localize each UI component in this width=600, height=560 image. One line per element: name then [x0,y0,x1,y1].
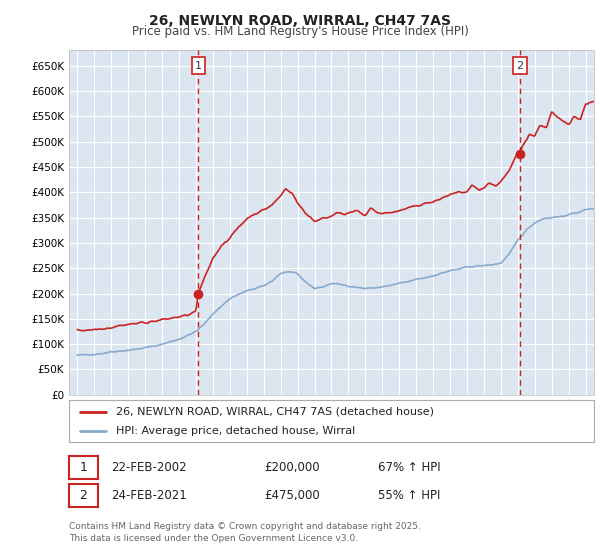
Text: 1: 1 [195,60,202,71]
Text: Price paid vs. HM Land Registry's House Price Index (HPI): Price paid vs. HM Land Registry's House … [131,25,469,38]
Text: 22-FEB-2002: 22-FEB-2002 [111,461,187,474]
Text: HPI: Average price, detached house, Wirral: HPI: Average price, detached house, Wirr… [116,426,355,436]
Text: 26, NEWLYN ROAD, WIRRAL, CH47 7AS (detached house): 26, NEWLYN ROAD, WIRRAL, CH47 7AS (detac… [116,407,434,417]
Text: 26, NEWLYN ROAD, WIRRAL, CH47 7AS: 26, NEWLYN ROAD, WIRRAL, CH47 7AS [149,14,451,28]
Text: 24-FEB-2021: 24-FEB-2021 [111,489,187,502]
Text: 2: 2 [517,60,524,71]
Text: 67% ↑ HPI: 67% ↑ HPI [378,461,440,474]
Text: 1: 1 [79,461,88,474]
Text: Contains HM Land Registry data © Crown copyright and database right 2025.
This d: Contains HM Land Registry data © Crown c… [69,522,421,543]
Text: 2: 2 [79,489,88,502]
Text: 55% ↑ HPI: 55% ↑ HPI [378,489,440,502]
Text: £475,000: £475,000 [264,489,320,502]
Text: £200,000: £200,000 [264,461,320,474]
